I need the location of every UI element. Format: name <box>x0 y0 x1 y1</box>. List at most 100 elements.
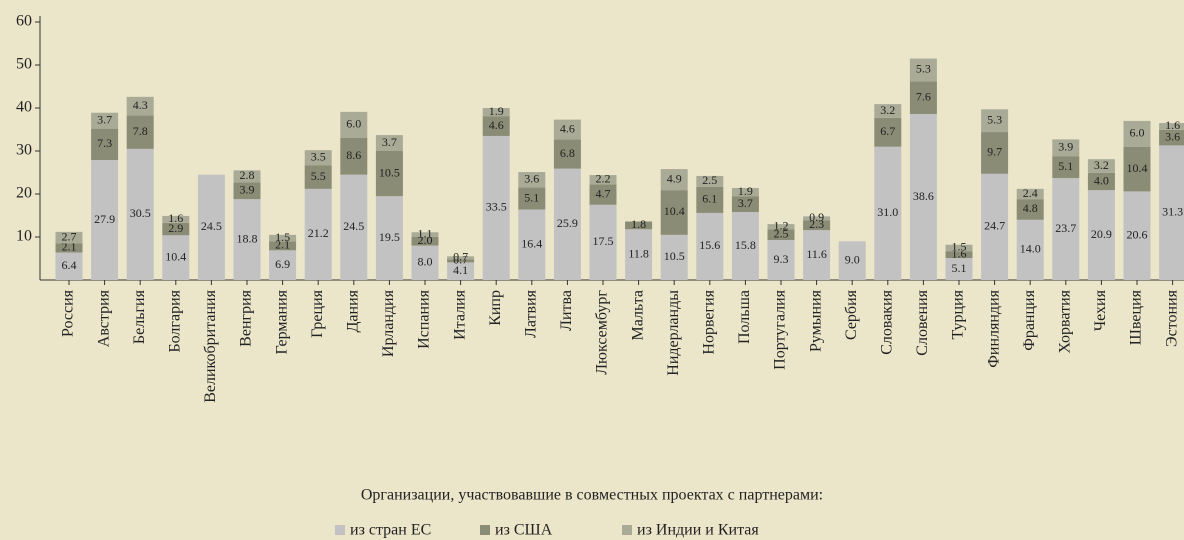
value-label: 3.6 <box>524 172 539 186</box>
bar-segment <box>945 244 973 252</box>
bar-segment <box>126 115 154 149</box>
x-tick-label: Румыния <box>807 289 824 352</box>
bar-segment <box>162 235 190 280</box>
bar-segment <box>696 186 724 213</box>
value-label: 15.8 <box>735 238 756 252</box>
y-tick-label: 60 <box>16 13 32 30</box>
x-tick-label: Португалия <box>772 289 789 369</box>
bar-segment <box>340 137 368 175</box>
value-label: 14.0 <box>1020 242 1041 256</box>
value-label: 9.7 <box>987 145 1002 159</box>
bar-segment <box>482 108 510 117</box>
bar-segment <box>518 187 546 210</box>
x-tick-label: Венгрия <box>238 289 255 346</box>
value-label: 2.5 <box>702 173 717 187</box>
value-label: 3.6 <box>1165 129 1180 143</box>
bar-segment <box>874 104 902 118</box>
x-tick-label: Финляндия <box>985 289 1002 367</box>
bar-segment <box>91 128 119 161</box>
bar-segment <box>55 243 83 253</box>
value-label: 4.6 <box>560 121 575 135</box>
bar-segment <box>1052 178 1080 280</box>
bar-segment <box>838 241 866 280</box>
value-label: 25.9 <box>557 216 578 230</box>
value-label: 2.4 <box>1023 186 1038 200</box>
bar-segment <box>1087 172 1115 191</box>
bar-segment <box>1016 219 1044 280</box>
x-tick-label: Чехия <box>1092 289 1109 331</box>
value-label: 33.5 <box>486 200 507 214</box>
value-label: 5.1 <box>524 190 539 204</box>
x-tick-label: Сербия <box>843 289 860 340</box>
value-label: 24.5 <box>201 219 222 233</box>
value-label: 1.8 <box>631 217 646 231</box>
bar-segment <box>411 237 439 246</box>
bar-segment <box>269 234 297 242</box>
x-tick-label: Россия <box>60 289 77 337</box>
bar-segment <box>269 241 297 251</box>
value-label: 9.0 <box>845 252 860 266</box>
value-label: 3.7 <box>738 196 753 210</box>
value-label: 2.8 <box>240 168 255 182</box>
bar-segment <box>1159 123 1184 130</box>
y-tick-label: 50 <box>16 56 32 73</box>
legend-label: из США <box>495 522 553 539</box>
value-label: 10.5 <box>664 249 685 263</box>
bar-segment <box>1016 199 1044 220</box>
bar-segment <box>518 209 546 280</box>
bar-segment <box>375 151 403 197</box>
value-label: 4.8 <box>1023 201 1038 215</box>
bar-segment <box>55 231 83 244</box>
value-label: 31.3 <box>1162 204 1183 218</box>
x-tick-label: Испания <box>416 289 433 348</box>
bar-segment <box>625 229 653 280</box>
bar-segment <box>1123 120 1151 147</box>
bar-segment <box>233 199 261 280</box>
value-label: 0.7 <box>453 250 468 264</box>
value-label: 2.3 <box>809 217 824 231</box>
bar-segment <box>803 220 831 231</box>
bar-segment <box>981 109 1009 133</box>
y-tick-label: 10 <box>16 228 32 245</box>
value-label: 0.9 <box>809 210 824 224</box>
value-label: 11.6 <box>806 247 827 261</box>
legend-swatch <box>335 525 345 535</box>
bar-segment <box>909 81 937 115</box>
bar-segment <box>340 111 368 138</box>
value-label: 6.7 <box>880 124 895 138</box>
bar-segment <box>660 190 688 235</box>
x-tick-label: Великобритания <box>202 289 219 402</box>
x-tick-label: Греция <box>309 289 326 337</box>
value-label: 3.2 <box>880 103 895 117</box>
bar-segment <box>126 96 154 116</box>
value-label: 6.9 <box>275 257 290 271</box>
value-label: 8.6 <box>346 148 361 162</box>
value-label: 1.1 <box>418 226 433 240</box>
bar-segment <box>731 196 759 213</box>
value-label: 3.7 <box>382 135 397 149</box>
legend-label: из стран ЕС <box>350 522 431 539</box>
bar-segment <box>625 221 653 230</box>
bar-segment <box>126 148 154 280</box>
value-label: 10.5 <box>379 165 400 179</box>
value-label: 5.3 <box>987 112 1002 126</box>
bar-segment <box>304 188 332 280</box>
value-label: 6.0 <box>1130 126 1145 140</box>
value-label: 3.5 <box>311 149 326 163</box>
bar-segment <box>1087 190 1115 280</box>
x-tick-label: Мальта <box>629 290 646 340</box>
value-label: 11.8 <box>628 246 649 260</box>
value-label: 4.1 <box>453 263 468 277</box>
bar-segment <box>304 150 332 166</box>
bar-segment <box>553 168 581 280</box>
bar-segment <box>447 259 475 263</box>
value-label: 3.2 <box>1094 158 1109 172</box>
bar-segment <box>874 146 902 280</box>
bar-segment <box>803 216 831 221</box>
x-tick-label: Норвегия <box>700 289 717 354</box>
bar-segment <box>162 215 190 223</box>
bar-segment <box>696 175 724 187</box>
bar-segment <box>660 169 688 191</box>
bar-segment <box>553 119 581 140</box>
value-label: 4.0 <box>1094 173 1109 187</box>
